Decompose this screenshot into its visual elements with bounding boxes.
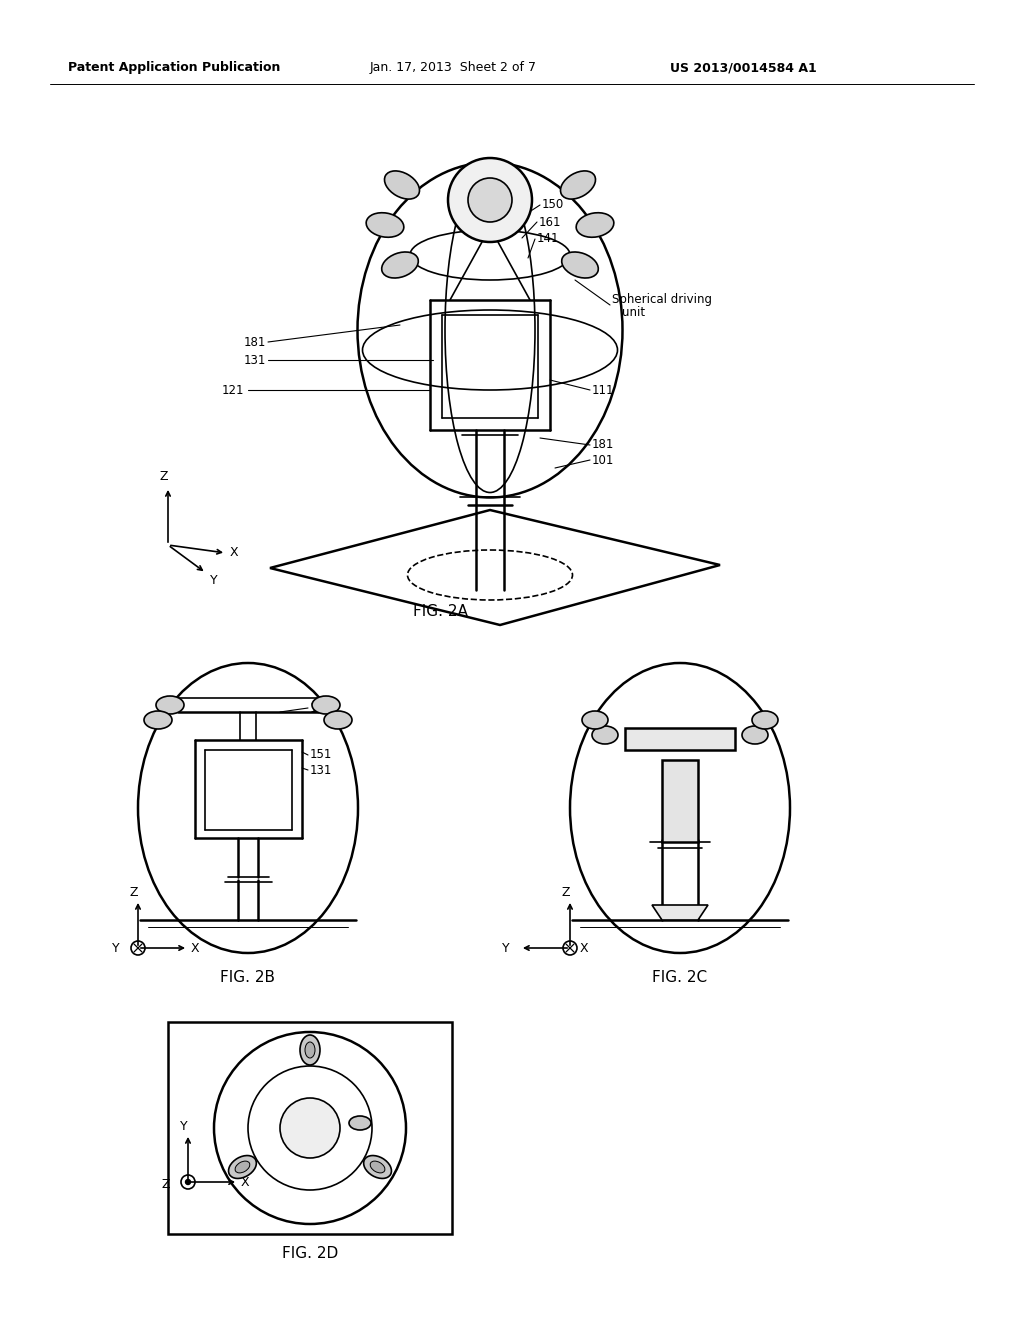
Text: 181: 181: [592, 438, 614, 451]
Text: 161: 161: [539, 215, 561, 228]
Ellipse shape: [371, 1162, 385, 1173]
Text: Y: Y: [503, 941, 510, 954]
Ellipse shape: [324, 711, 352, 729]
Text: Jan. 17, 2013  Sheet 2 of 7: Jan. 17, 2013 Sheet 2 of 7: [370, 62, 537, 74]
Ellipse shape: [582, 711, 608, 729]
Ellipse shape: [236, 1162, 250, 1173]
Bar: [662, 760, 698, 842]
Ellipse shape: [577, 213, 613, 238]
Ellipse shape: [300, 1035, 319, 1065]
Text: Y: Y: [180, 1119, 187, 1133]
Text: 111: 111: [592, 384, 614, 396]
Text: X: X: [241, 1176, 250, 1188]
Ellipse shape: [156, 696, 184, 714]
Text: FIG. 2C: FIG. 2C: [652, 970, 708, 986]
Text: Z: Z: [562, 886, 570, 899]
Text: Z: Z: [130, 886, 138, 899]
Circle shape: [449, 158, 532, 242]
Text: Y: Y: [210, 573, 218, 586]
Text: 131: 131: [310, 763, 333, 776]
Text: 131: 131: [244, 354, 266, 367]
Text: Y: Y: [113, 942, 120, 956]
Text: 151: 151: [310, 748, 333, 762]
Polygon shape: [652, 906, 708, 920]
Ellipse shape: [228, 1155, 256, 1179]
Bar: [168, 1022, 452, 1234]
Text: Patent Application Publication: Patent Application Publication: [68, 62, 281, 74]
Ellipse shape: [742, 726, 768, 744]
Text: 101: 101: [592, 454, 614, 466]
Ellipse shape: [312, 696, 340, 714]
Text: FIG. 2B: FIG. 2B: [220, 970, 275, 986]
Text: FIG. 2D: FIG. 2D: [282, 1246, 338, 1262]
Text: 181: 181: [244, 335, 266, 348]
Ellipse shape: [752, 711, 778, 729]
Ellipse shape: [144, 711, 172, 729]
Ellipse shape: [384, 170, 420, 199]
Ellipse shape: [349, 1115, 371, 1130]
Ellipse shape: [560, 170, 596, 199]
Text: X: X: [230, 546, 239, 560]
Text: X: X: [580, 941, 589, 954]
Ellipse shape: [305, 1041, 315, 1059]
Text: X: X: [191, 941, 200, 954]
Ellipse shape: [364, 1155, 391, 1179]
Ellipse shape: [382, 252, 419, 279]
Text: US 2013/0014584 A1: US 2013/0014584 A1: [670, 62, 817, 74]
Ellipse shape: [562, 252, 598, 279]
Text: Z: Z: [160, 470, 169, 483]
Circle shape: [185, 1180, 190, 1184]
Circle shape: [280, 1098, 340, 1158]
Text: 150: 150: [542, 198, 564, 211]
Text: Spherical driving: Spherical driving: [612, 293, 712, 305]
Text: unit: unit: [622, 306, 645, 319]
Text: 155: 155: [310, 701, 332, 714]
Text: 141: 141: [537, 232, 559, 246]
Text: Z: Z: [162, 1177, 170, 1191]
Circle shape: [468, 178, 512, 222]
Ellipse shape: [367, 213, 403, 238]
Bar: [625, 729, 735, 750]
Text: 121: 121: [222, 384, 245, 396]
Text: FIG. 2A: FIG. 2A: [413, 605, 467, 619]
Ellipse shape: [592, 726, 618, 744]
